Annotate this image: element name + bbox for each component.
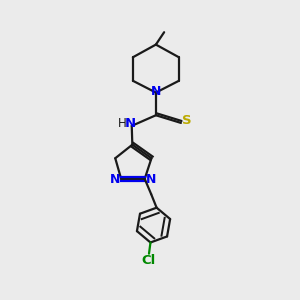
Text: N: N: [110, 173, 120, 186]
Text: S: S: [182, 114, 192, 127]
Text: N: N: [151, 85, 161, 98]
Text: N: N: [146, 173, 156, 186]
Text: Cl: Cl: [141, 254, 155, 267]
Text: N: N: [125, 117, 136, 130]
Text: H: H: [118, 117, 127, 130]
